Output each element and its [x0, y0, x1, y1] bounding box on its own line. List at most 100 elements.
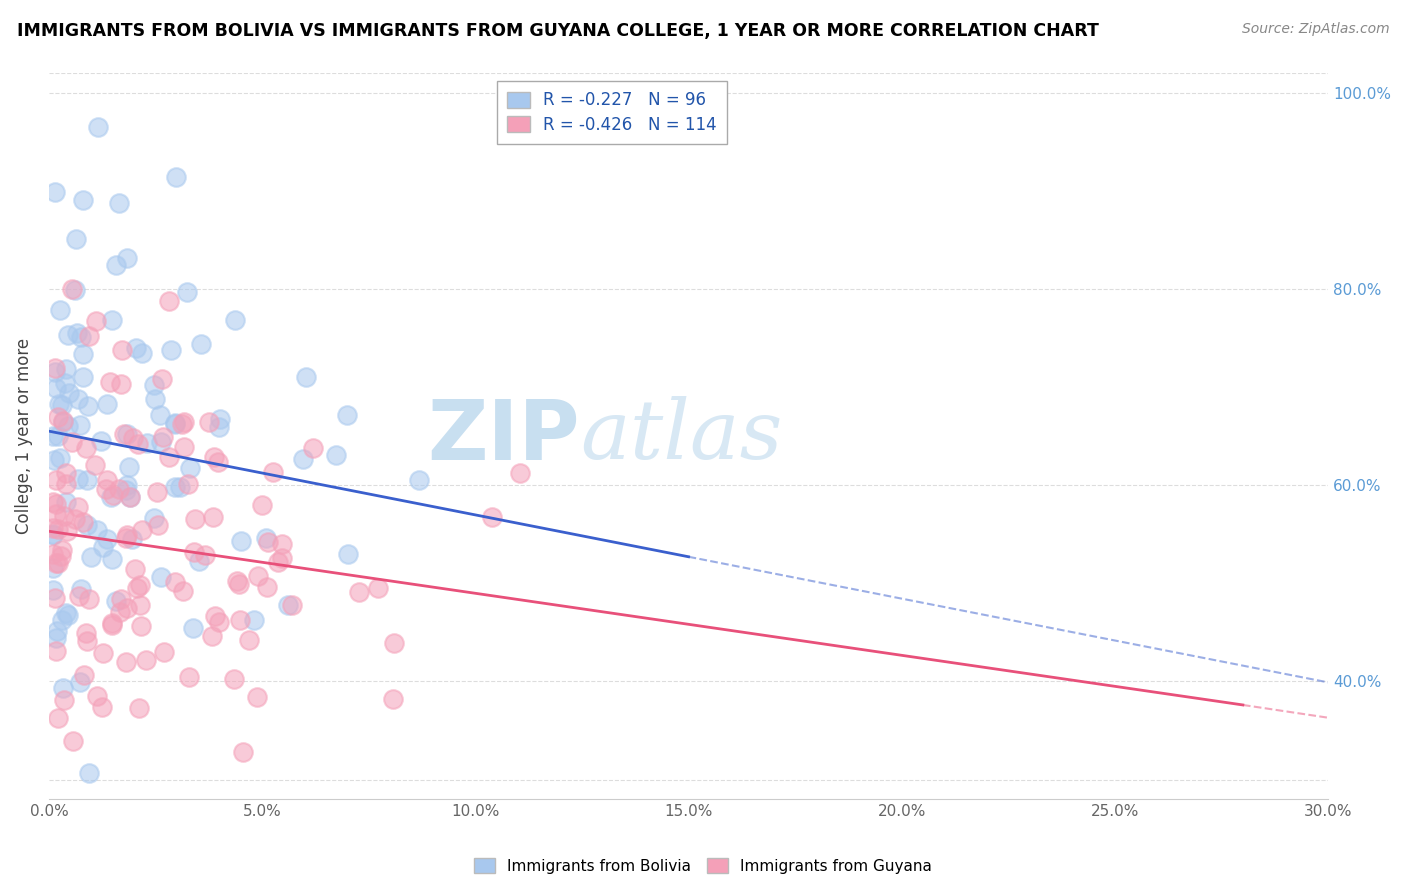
Point: [96, 397, 118, 411]
Point: [114, 483, 136, 497]
Point: [76, 473, 98, 487]
Point: [73, 667, 96, 681]
Point: [118, 460, 141, 475]
Point: [277, 598, 299, 612]
Point: [202, 450, 225, 464]
Point: [336, 547, 359, 561]
Point: [152, 430, 174, 444]
Point: [52, 681, 75, 695]
Point: [229, 534, 252, 549]
Point: [228, 577, 250, 591]
Point: [45, 631, 67, 645]
Point: [72, 515, 94, 529]
Point: [118, 490, 141, 504]
Point: [46, 711, 69, 725]
Point: [254, 531, 277, 545]
Point: [94, 483, 117, 497]
Point: [62, 435, 84, 450]
Point: [60, 282, 83, 296]
Point: [51, 398, 73, 412]
Point: [69, 417, 91, 432]
Point: [157, 450, 180, 464]
Point: [207, 420, 229, 434]
Legend: R = -0.227   N = 96, R = -0.426   N = 114: R = -0.227 N = 96, R = -0.426 N = 114: [496, 81, 727, 144]
Point: [90, 700, 112, 714]
Point: [62, 733, 84, 747]
Point: [181, 621, 204, 635]
Point: [146, 485, 169, 500]
Point: [128, 577, 150, 591]
Point: [51, 543, 73, 558]
Point: [67, 392, 90, 407]
Point: [173, 440, 195, 454]
Point: [224, 313, 246, 327]
Point: [56, 328, 79, 343]
Point: [176, 476, 198, 491]
Point: [69, 582, 91, 597]
Point: [145, 392, 167, 407]
Point: [112, 427, 135, 442]
Point: [101, 313, 124, 327]
Point: [163, 480, 186, 494]
Point: [257, 535, 280, 549]
Point: [63, 284, 86, 298]
Point: [66, 326, 89, 340]
Point: [104, 594, 127, 608]
Point: [84, 314, 107, 328]
Point: [101, 618, 124, 632]
Point: [45, 624, 67, 638]
Legend: Immigrants from Bolivia, Immigrants from Guyana: Immigrants from Bolivia, Immigrants from…: [468, 852, 938, 880]
Point: [45, 644, 67, 658]
Point: [149, 570, 172, 584]
Point: [256, 581, 278, 595]
Point: [46, 557, 69, 571]
Y-axis label: College, 1 year or more: College, 1 year or more: [15, 338, 32, 534]
Point: [129, 618, 152, 632]
Point: [246, 690, 269, 704]
Point: [90, 434, 112, 448]
Point: [291, 451, 314, 466]
Point: [49, 450, 72, 465]
Point: [77, 591, 100, 606]
Point: [201, 628, 224, 642]
Point: [77, 766, 100, 780]
Point: [408, 473, 430, 487]
Point: [48, 396, 70, 410]
Point: [163, 417, 186, 431]
Point: [42, 560, 65, 574]
Point: [131, 346, 153, 360]
Point: [67, 472, 90, 486]
Point: [93, 540, 115, 554]
Point: [42, 547, 65, 561]
Point: [91, 646, 114, 660]
Point: [56, 524, 79, 538]
Point: [84, 458, 107, 472]
Point: [115, 531, 138, 545]
Point: [163, 574, 186, 589]
Point: [271, 550, 294, 565]
Point: [208, 615, 231, 629]
Point: [77, 328, 100, 343]
Point: [72, 370, 94, 384]
Point: [96, 473, 118, 487]
Point: [117, 528, 139, 542]
Point: [111, 343, 134, 357]
Point: [49, 549, 72, 563]
Point: [207, 455, 229, 469]
Point: [152, 645, 174, 659]
Point: [56, 419, 79, 434]
Point: [349, 584, 371, 599]
Point: [42, 528, 65, 542]
Point: [115, 426, 138, 441]
Point: [72, 347, 94, 361]
Point: [232, 745, 254, 759]
Point: [42, 429, 65, 443]
Point: [150, 372, 173, 386]
Point: [262, 465, 284, 479]
Point: [179, 461, 201, 475]
Point: [77, 399, 100, 413]
Point: [382, 691, 405, 706]
Point: [122, 431, 145, 445]
Point: [67, 589, 90, 603]
Point: [190, 337, 212, 351]
